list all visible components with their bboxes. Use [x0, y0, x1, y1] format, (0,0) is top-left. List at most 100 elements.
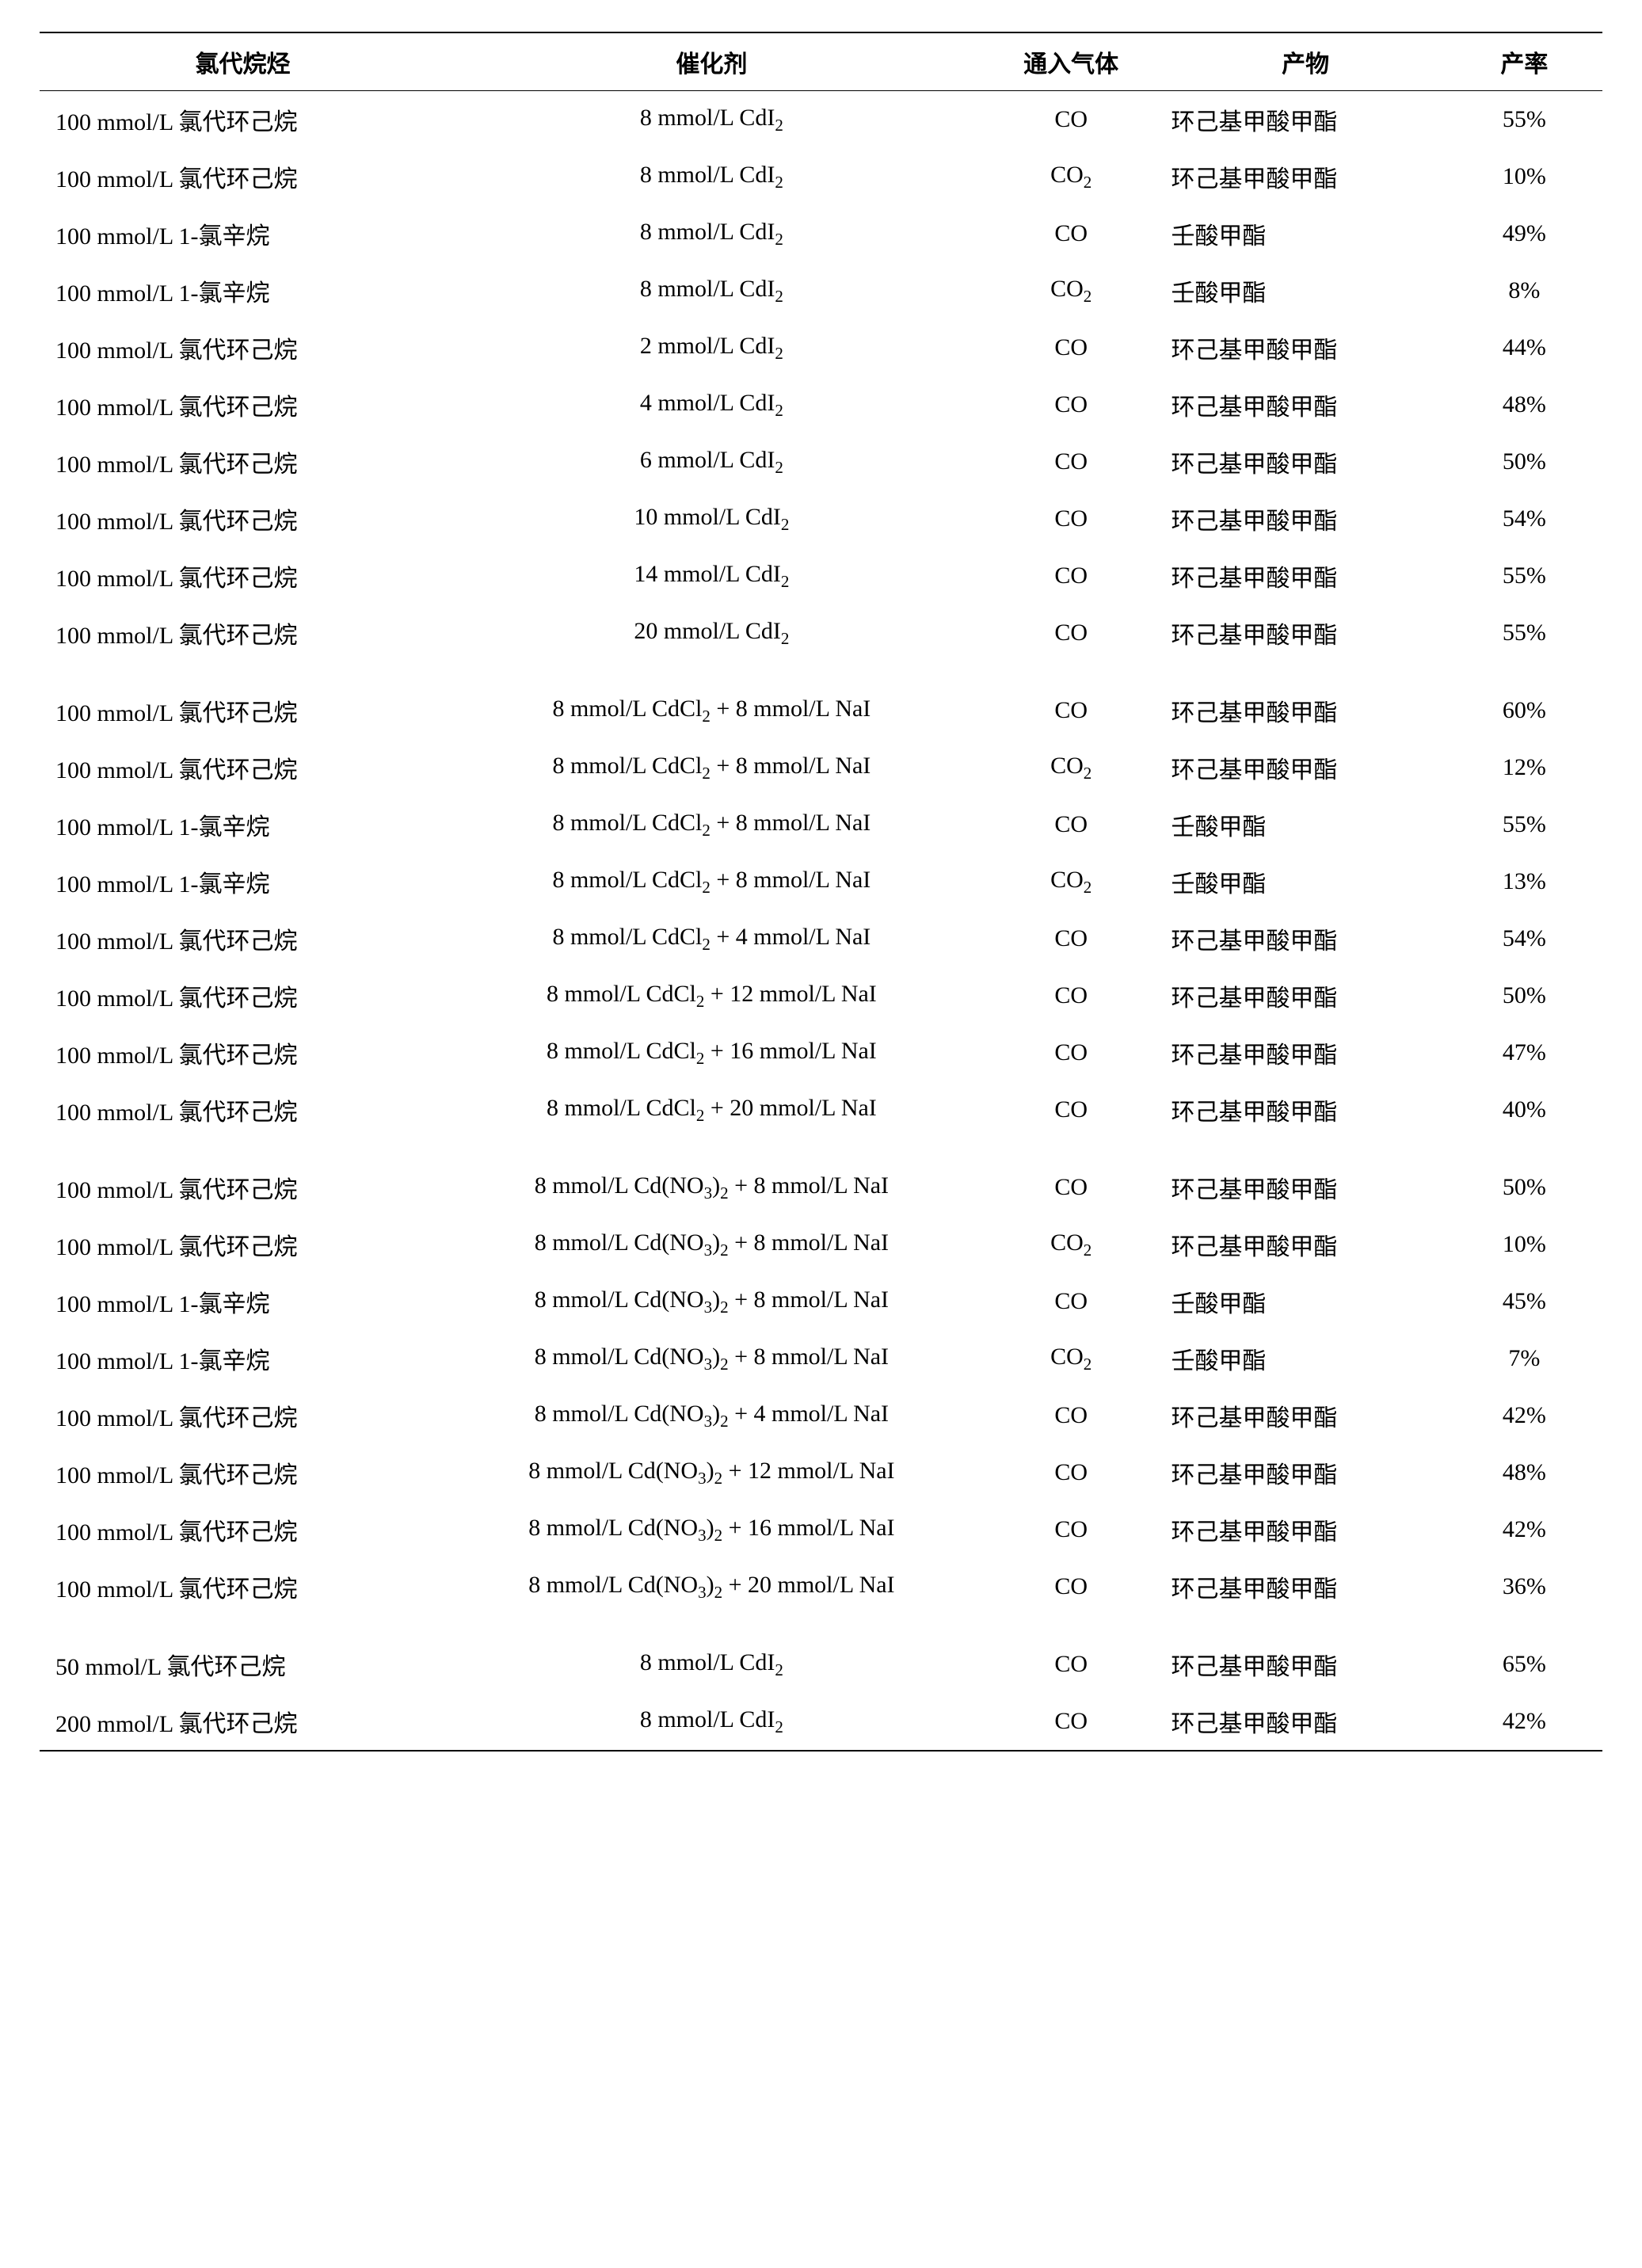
cell-substrate: 100 mmol/L 氯代环己烷 — [40, 661, 446, 739]
cell-yield: 45% — [1446, 1273, 1602, 1330]
cell-product: 环己基甲酸甲酯 — [1165, 1501, 1446, 1558]
cell-gas: CO — [977, 1558, 1165, 1615]
header-row: 氯代烷烃 催化剂 通入气体 产物 产率 — [40, 32, 1602, 91]
cell-substrate: 100 mmol/L 氯代环己烷 — [40, 91, 446, 149]
cell-product: 壬酸甲酯 — [1165, 853, 1446, 910]
cell-substrate: 100 mmol/L 氯代环己烷 — [40, 490, 446, 547]
cell-yield: 60% — [1446, 661, 1602, 739]
cell-substrate: 100 mmol/L 氯代环己烷 — [40, 547, 446, 604]
cell-product: 环己基甲酸甲酯 — [1165, 547, 1446, 604]
cell-yield: 50% — [1446, 433, 1602, 490]
cell-gas: CO — [977, 1444, 1165, 1501]
cell-gas: CO — [977, 1081, 1165, 1138]
cell-yield: 55% — [1446, 604, 1602, 661]
cell-yield: 40% — [1446, 1081, 1602, 1138]
cell-gas: CO — [977, 1501, 1165, 1558]
table-row: 100 mmol/L 氯代环己烷8 mmol/L CdI2CO2环己基甲酸甲酯1… — [40, 148, 1602, 205]
cell-substrate: 100 mmol/L 氯代环己烷 — [40, 1501, 446, 1558]
cell-catalyst: 8 mmol/L CdCl2 + 12 mmol/L NaI — [446, 967, 977, 1024]
cell-gas: CO2 — [977, 1216, 1165, 1273]
cell-product: 环己基甲酸甲酯 — [1165, 1081, 1446, 1138]
cell-yield: 7% — [1446, 1330, 1602, 1387]
cell-gas: CO2 — [977, 148, 1165, 205]
cell-gas: CO — [977, 1693, 1165, 1751]
cell-yield: 47% — [1446, 1024, 1602, 1081]
cell-product: 环己基甲酸甲酯 — [1165, 1615, 1446, 1693]
cell-catalyst: 8 mmol/L Cd(NO3)2 + 8 mmol/L NaI — [446, 1330, 977, 1387]
cell-yield: 55% — [1446, 796, 1602, 853]
cell-yield: 42% — [1446, 1693, 1602, 1751]
cell-product: 环己基甲酸甲酯 — [1165, 1444, 1446, 1501]
cell-catalyst: 8 mmol/L CdCl2 + 8 mmol/L NaI — [446, 796, 977, 853]
table-row: 100 mmol/L 氯代环己烷8 mmol/L CdI2CO环己基甲酸甲酯55… — [40, 91, 1602, 149]
cell-yield: 10% — [1446, 148, 1602, 205]
cell-yield: 12% — [1446, 739, 1602, 796]
cell-yield: 42% — [1446, 1387, 1602, 1444]
cell-yield: 65% — [1446, 1615, 1602, 1693]
cell-gas: CO — [977, 796, 1165, 853]
cell-catalyst: 8 mmol/L Cd(NO3)2 + 8 mmol/L NaI — [446, 1273, 977, 1330]
cell-gas: CO — [977, 604, 1165, 661]
table-row: 100 mmol/L 1-氯辛烷8 mmol/L Cd(NO3)2 + 8 mm… — [40, 1330, 1602, 1387]
cell-yield: 55% — [1446, 91, 1602, 149]
cell-product: 环己基甲酸甲酯 — [1165, 1024, 1446, 1081]
table-row: 100 mmol/L 氯代环己烷8 mmol/L Cd(NO3)2 + 8 mm… — [40, 1216, 1602, 1273]
table-row: 100 mmol/L 1-氯辛烷8 mmol/L CdI2CO壬酸甲酯49% — [40, 205, 1602, 262]
cell-product: 环己基甲酸甲酯 — [1165, 1216, 1446, 1273]
table-row: 100 mmol/L 氯代环己烷14 mmol/L CdI2CO环己基甲酸甲酯5… — [40, 547, 1602, 604]
cell-catalyst: 8 mmol/L CdI2 — [446, 1693, 977, 1751]
cell-catalyst: 6 mmol/L CdI2 — [446, 433, 977, 490]
cell-yield: 13% — [1446, 853, 1602, 910]
cell-catalyst: 8 mmol/L CdI2 — [446, 205, 977, 262]
cell-gas: CO — [977, 490, 1165, 547]
cell-catalyst: 8 mmol/L CdI2 — [446, 262, 977, 319]
cell-substrate: 100 mmol/L 氯代环己烷 — [40, 1138, 446, 1216]
cell-yield: 44% — [1446, 319, 1602, 376]
cell-catalyst: 2 mmol/L CdI2 — [446, 319, 977, 376]
cell-substrate: 100 mmol/L 氯代环己烷 — [40, 1216, 446, 1273]
cell-gas: CO2 — [977, 739, 1165, 796]
cell-product: 环己基甲酸甲酯 — [1165, 1138, 1446, 1216]
cell-product: 壬酸甲酯 — [1165, 1273, 1446, 1330]
cell-substrate: 100 mmol/L 氯代环己烷 — [40, 319, 446, 376]
cell-substrate: 100 mmol/L 1-氯辛烷 — [40, 796, 446, 853]
cell-product: 环己基甲酸甲酯 — [1165, 433, 1446, 490]
cell-yield: 10% — [1446, 1216, 1602, 1273]
col-header-catalyst: 催化剂 — [446, 32, 977, 91]
table-row: 100 mmol/L 氯代环己烷8 mmol/L Cd(NO3)2 + 16 m… — [40, 1501, 1602, 1558]
cell-gas: CO — [977, 661, 1165, 739]
table-row: 100 mmol/L 1-氯辛烷8 mmol/L CdCl2 + 8 mmol/… — [40, 796, 1602, 853]
cell-substrate: 50 mmol/L 氯代环己烷 — [40, 1615, 446, 1693]
table-row: 100 mmol/L 1-氯辛烷8 mmol/L CdCl2 + 8 mmol/… — [40, 853, 1602, 910]
cell-product: 环己基甲酸甲酯 — [1165, 910, 1446, 967]
cell-substrate: 100 mmol/L 氯代环己烷 — [40, 604, 446, 661]
cell-substrate: 100 mmol/L 氯代环己烷 — [40, 910, 446, 967]
cell-product: 壬酸甲酯 — [1165, 262, 1446, 319]
cell-gas: CO — [977, 1387, 1165, 1444]
table-row: 100 mmol/L 氯代环己烷8 mmol/L CdCl2 + 8 mmol/… — [40, 739, 1602, 796]
cell-gas: CO — [977, 205, 1165, 262]
cell-catalyst: 8 mmol/L CdI2 — [446, 91, 977, 149]
cell-gas: CO — [977, 910, 1165, 967]
table-row: 100 mmol/L 氯代环己烷10 mmol/L CdI2CO环己基甲酸甲酯5… — [40, 490, 1602, 547]
cell-gas: CO2 — [977, 1330, 1165, 1387]
cell-substrate: 100 mmol/L 氯代环己烷 — [40, 1024, 446, 1081]
cell-product: 环己基甲酸甲酯 — [1165, 91, 1446, 149]
cell-catalyst: 8 mmol/L CdCl2 + 16 mmol/L NaI — [446, 1024, 977, 1081]
cell-gas: CO — [977, 1273, 1165, 1330]
cell-gas: CO — [977, 1024, 1165, 1081]
cell-product: 环己基甲酸甲酯 — [1165, 490, 1446, 547]
cell-substrate: 100 mmol/L 氯代环己烷 — [40, 739, 446, 796]
table-row: 100 mmol/L 氯代环己烷2 mmol/L CdI2CO环己基甲酸甲酯44… — [40, 319, 1602, 376]
cell-gas: CO — [977, 91, 1165, 149]
cell-product: 环己基甲酸甲酯 — [1165, 661, 1446, 739]
cell-yield: 50% — [1446, 1138, 1602, 1216]
cell-yield: 49% — [1446, 205, 1602, 262]
table-row: 100 mmol/L 氯代环己烷8 mmol/L CdCl2 + 8 mmol/… — [40, 661, 1602, 739]
cell-substrate: 100 mmol/L 氯代环己烷 — [40, 967, 446, 1024]
cell-catalyst: 8 mmol/L CdI2 — [446, 148, 977, 205]
cell-yield: 42% — [1446, 1501, 1602, 1558]
cell-catalyst: 10 mmol/L CdI2 — [446, 490, 977, 547]
table-row: 100 mmol/L 氯代环己烷8 mmol/L Cd(NO3)2 + 8 mm… — [40, 1138, 1602, 1216]
experiment-table: 氯代烷烃 催化剂 通入气体 产物 产率 100 mmol/L 氯代环己烷8 mm… — [40, 32, 1602, 1752]
